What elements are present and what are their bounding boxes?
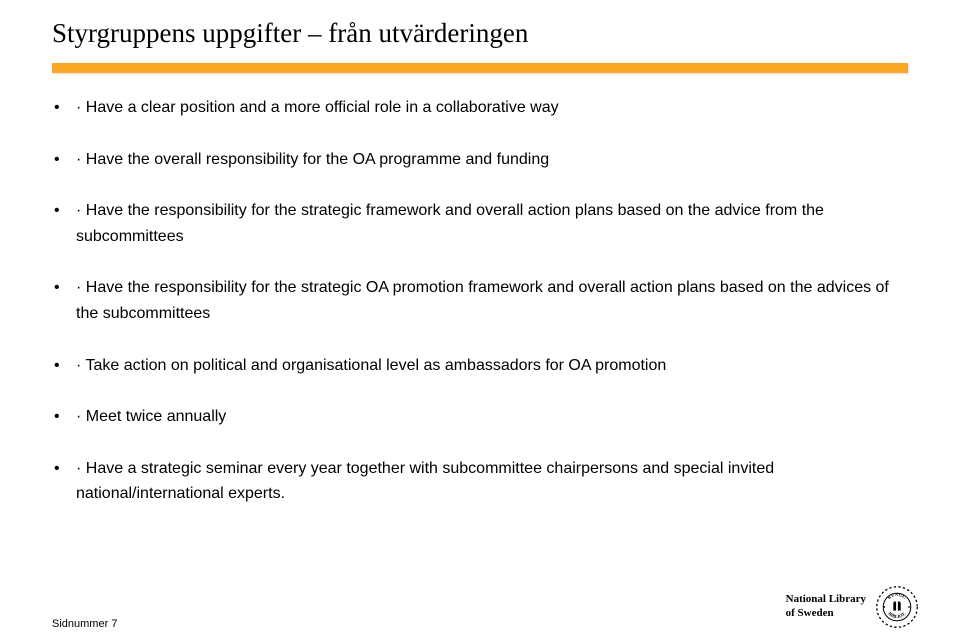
bullet-text: Take action on political and organisatio… (76, 357, 666, 374)
bullet-list: Have a clear position and a more officia… (52, 95, 908, 507)
bullet-text: Have the overall responsibility for the … (76, 151, 549, 168)
logo-text: National Library of Sweden (786, 593, 866, 621)
logo-line-2: of Sweden (786, 607, 866, 621)
bullet-text: Have a clear position and a more officia… (76, 99, 559, 116)
seal-icon: KUNGL. BIBLIOT. • • (874, 584, 920, 630)
list-item: Have the overall responsibility for the … (52, 147, 908, 173)
page-title: Styrgruppens uppgifter – från utvärderin… (52, 18, 908, 49)
bullet-text: Have the responsibility for the strategi… (76, 279, 889, 322)
list-item: Meet twice annually (52, 404, 908, 430)
bullet-text: Meet twice annually (76, 408, 226, 425)
svg-text:•: • (883, 604, 885, 611)
list-item: Take action on political and organisatio… (52, 353, 908, 379)
bullet-text: Have a strategic seminar every year toge… (76, 460, 774, 503)
list-item: Have a clear position and a more officia… (52, 95, 908, 121)
accent-divider (52, 63, 908, 73)
list-item: Have the responsibility for the strategi… (52, 275, 908, 326)
list-item: Have a strategic seminar every year toge… (52, 456, 908, 507)
footer-page-number: 7 (111, 618, 117, 630)
list-item: Have the responsibility for the strategi… (52, 198, 908, 249)
logo-line-1: National Library (786, 593, 866, 607)
footer-label: Sidnummer (52, 618, 108, 630)
library-logo: National Library of Sweden KUNGL. BIBLIO… (786, 584, 920, 630)
bullet-text: Have the responsibility for the strategi… (76, 202, 824, 245)
page-footer: Sidnummer 7 (52, 618, 117, 630)
svg-text:•: • (908, 604, 910, 611)
